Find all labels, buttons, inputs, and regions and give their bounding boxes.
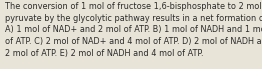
Text: The conversion of 1 mol of fructose 1,6-bisphosphate to 2 mol of
pyruvate by the: The conversion of 1 mol of fructose 1,6-… [5, 2, 262, 58]
